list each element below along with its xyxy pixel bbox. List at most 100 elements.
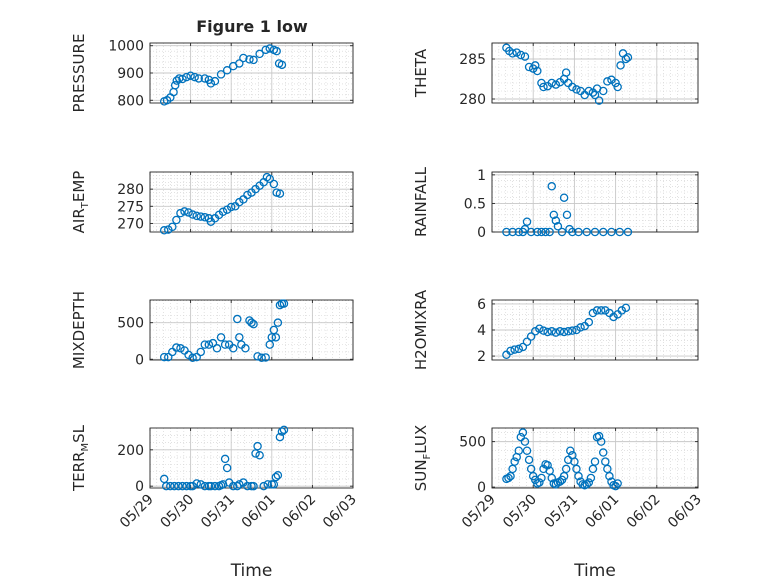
- data-point: [531, 61, 540, 70]
- data-point: [273, 318, 283, 327]
- data-point: [518, 428, 528, 437]
- data-point: [584, 478, 594, 487]
- data-point: [277, 60, 287, 70]
- data-point: [594, 431, 604, 441]
- data-point: [555, 477, 565, 486]
- y-tick-label: 1: [477, 168, 486, 184]
- axes-box: [149, 171, 354, 233]
- y-tick-label: 6: [477, 297, 486, 313]
- data-point: [228, 344, 238, 353]
- data-point: [598, 227, 608, 237]
- data-point: [555, 327, 565, 336]
- data-point: [565, 224, 574, 234]
- x-tick-label: 05/31: [541, 492, 581, 532]
- data-point: [279, 425, 289, 435]
- data-point: [543, 461, 552, 470]
- data-point: [561, 464, 571, 474]
- x-tick-label: 05/31: [198, 492, 238, 532]
- data-point: [535, 478, 544, 487]
- data-point: [582, 227, 592, 237]
- data-point: [192, 479, 201, 488]
- data-point: [243, 481, 252, 491]
- data-point: [582, 480, 592, 489]
- data-point: [271, 472, 281, 482]
- data-point: [514, 344, 524, 354]
- axes-box: [149, 427, 354, 489]
- data-point: [275, 432, 285, 442]
- data-point: [621, 303, 631, 313]
- data-point: [218, 207, 228, 217]
- data-point: [586, 473, 596, 483]
- data-point: [559, 193, 569, 202]
- x-tick-label: 06/03: [665, 492, 705, 532]
- data-point: [524, 455, 534, 465]
- data-point: [235, 59, 244, 68]
- data-point: [547, 78, 556, 88]
- data-point: [603, 77, 612, 86]
- data-point: [259, 481, 268, 491]
- data-point: [265, 174, 275, 184]
- x-tick-label: 05/29: [117, 492, 157, 532]
- data-point: [572, 85, 581, 94]
- data-point: [190, 72, 199, 82]
- data-point: [522, 337, 532, 346]
- data-point: [508, 227, 517, 237]
- data-point: [210, 481, 220, 491]
- y-tick-label: 0: [477, 480, 486, 496]
- y-tick-label: 280: [459, 92, 486, 108]
- y-tick-label: 270: [117, 216, 144, 232]
- y-tick-label: 0: [135, 352, 144, 368]
- data-point: [196, 212, 205, 221]
- data-point: [568, 326, 577, 335]
- data-point: [605, 471, 614, 481]
- data-point: [607, 227, 616, 237]
- data-point: [255, 49, 264, 59]
- y-axis-label: MIXDEPTH: [70, 291, 88, 369]
- x-tick-label: 06/01: [239, 492, 279, 532]
- data-point: [220, 340, 230, 349]
- axes-box: [149, 299, 354, 361]
- panel-8: 0 500 SUNFLUX 05/29 05/30 05/31 06/01 06/02 06/0…: [412, 425, 705, 581]
- data-point: [551, 80, 561, 89]
- data-point: [210, 76, 220, 86]
- data-point: [537, 473, 546, 483]
- y-axis-label: TERRMSL: [70, 424, 91, 492]
- data-point: [598, 86, 608, 96]
- data-point: [178, 481, 187, 491]
- data-point: [180, 207, 189, 216]
- data-point: [222, 463, 232, 473]
- data-point: [568, 82, 577, 92]
- data-point: [568, 227, 577, 237]
- data-point: [520, 437, 530, 446]
- y-tick-label: 1000: [108, 39, 144, 55]
- data-point: [539, 326, 548, 335]
- data-point: [553, 222, 563, 231]
- data-point: [533, 227, 542, 237]
- x-tick-label: 06/02: [624, 492, 664, 532]
- axes-box: [491, 171, 699, 233]
- data-point: [170, 481, 179, 491]
- data-point: [228, 481, 238, 491]
- x-tick-label: 05/29: [459, 492, 499, 532]
- y-tick-label: 280: [117, 182, 144, 198]
- data-point: [272, 46, 281, 56]
- data-point: [522, 446, 532, 455]
- data-point: [226, 202, 236, 212]
- panel-6: 2 4 6 H2OMIXRA: [412, 289, 699, 370]
- y-tick-label: 500: [117, 316, 144, 332]
- x-tick-label: 06/03: [320, 492, 360, 532]
- data-point: [265, 44, 275, 53]
- y-tick-label: 275: [117, 199, 144, 215]
- data-point: [161, 481, 171, 491]
- data-point: [616, 61, 625, 70]
- data-point: [590, 227, 600, 237]
- x-axis-label: Time: [573, 561, 616, 581]
- axes-box: [491, 427, 699, 489]
- data-point: [277, 427, 287, 436]
- data-point: [547, 473, 556, 483]
- y-tick-label: 0.5: [464, 196, 486, 212]
- data-point: [576, 323, 585, 332]
- data-point: [261, 353, 270, 362]
